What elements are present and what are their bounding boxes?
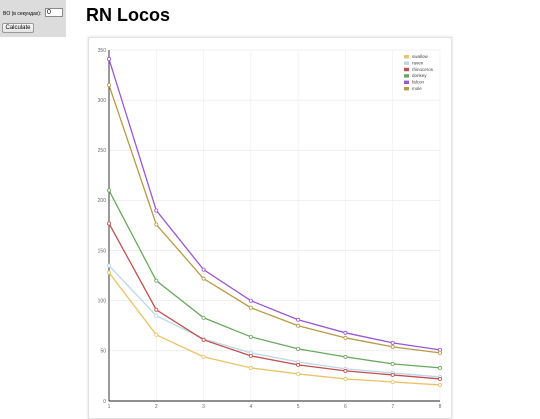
data-point-rhinoceros [201,337,206,342]
y-tick-label: 150 [98,248,107,254]
data-point-mole [201,276,206,281]
data-point-donkey [437,365,442,370]
page-title: RN Locos [86,5,171,25]
data-point-donkey [343,354,348,359]
legend-label-donkey: donkey [412,73,427,78]
y-tick-label: 100 [98,299,107,305]
data-point-swallow [154,332,159,337]
legend-label-mole: mole [412,86,422,91]
legend-swatch-donkey [404,74,409,78]
data-point-rhinoceros [154,307,159,312]
data-point-donkey [154,278,159,283]
legend-swatch-swallow [404,55,409,59]
data-point-falcon [296,317,301,322]
data-point-swallow [343,376,348,381]
legend-label-swallow: swallow [412,54,429,59]
data-point-swallow [248,365,253,370]
data-point-rhinoceros [248,353,253,358]
data-point-raven [154,313,159,318]
data-point-swallow [201,354,206,359]
data-point-falcon [343,330,348,335]
data-point-donkey [390,361,395,366]
data-point-falcon [248,298,253,303]
data-point-rhinoceros [437,376,442,381]
data-point-raven [106,263,111,268]
data-point-swallow [296,371,301,376]
y-tick-label: 250 [98,148,107,154]
calculator-panel: BO (в секундах): Calculate [0,0,66,37]
data-point-donkey [201,315,206,320]
calculate-button[interactable]: Calculate [2,23,34,33]
data-point-falcon [106,57,111,62]
data-point-swallow [390,379,395,384]
chart-card: 0 50 100 150 200 250 300 350 1 2 3 4 5 6 7 8 swallow rave… [88,37,452,419]
data-point-mole [106,83,111,88]
data-point-swallow [106,270,111,275]
legend-label-raven: raven [412,60,424,65]
data-point-rhinoceros [343,368,348,373]
data-point-rhinoceros [296,362,301,367]
data-point-mole [390,344,395,349]
legend-swatch-raven [404,61,409,65]
data-point-mole [343,335,348,340]
legend-label-falcon: falcon [412,80,425,85]
data-point-mole [437,350,442,355]
data-point-rhinoceros [390,372,395,377]
data-point-donkey [106,188,111,193]
legend-swatch-rhinoceros [404,67,409,72]
legend-swatch-mole [404,87,409,91]
data-point-donkey [296,346,301,351]
bo-label: BO (в секундах): [3,11,42,17]
series-line-rhinoceros [108,223,441,380]
data-point-mole [296,323,301,328]
data-point-donkey [248,334,253,339]
y-tick-label: 0 [103,399,106,405]
bo-seconds-input[interactable] [45,8,63,17]
data-point-swallow [437,382,442,387]
series-line-falcon [108,58,441,351]
y-tick-label: 300 [98,98,107,104]
y-tick-label: 50 [100,349,106,355]
series-line-raven [108,265,441,378]
data-point-falcon [154,208,159,213]
y-tick-label: 200 [98,198,107,204]
series-line-mole [108,84,441,354]
series-line-swallow [108,272,441,386]
legend-swatch-falcon [404,80,409,84]
y-tick-label: 350 [98,48,107,54]
legend-label-rhinoceros: rhinoceros [412,67,434,72]
data-point-rhinoceros [106,221,111,226]
data-point-mole [248,305,253,310]
series-line-donkey [108,190,441,369]
data-point-falcon [390,340,395,345]
data-point-mole [154,222,159,227]
data-point-falcon [201,267,206,272]
